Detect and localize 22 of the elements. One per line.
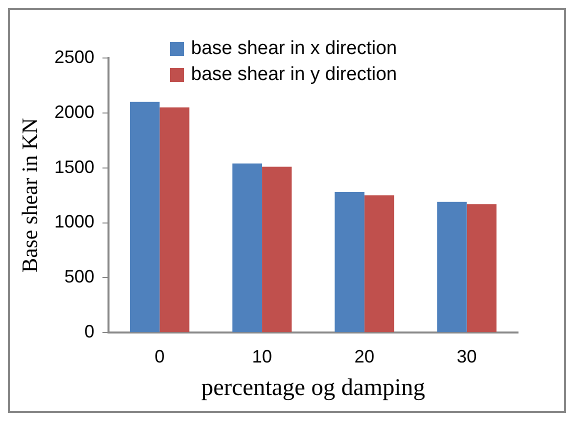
- bar: [437, 202, 467, 332]
- x-axis-title: percentage og damping: [201, 374, 426, 401]
- bar: [160, 107, 190, 332]
- y-tick-label: 2500: [54, 46, 94, 67]
- y-tick-label: 1000: [54, 212, 94, 232]
- x-tick-label: 20: [354, 346, 374, 366]
- y-tick-label: 500: [64, 266, 94, 287]
- y-tick-label: 0: [84, 322, 94, 342]
- bar: [232, 163, 262, 332]
- x-tick-label: 10: [252, 346, 272, 366]
- legend-label: base shear in y direction: [191, 63, 397, 87]
- legend-label: base shear in x direction: [191, 37, 397, 61]
- y-tick-label: 2000: [54, 102, 94, 122]
- bar: [130, 102, 160, 332]
- x-tick-label: 0: [154, 346, 165, 366]
- bar: [466, 204, 496, 332]
- x-tick-label: 30: [456, 346, 477, 366]
- y-axis-title: Base shear in KN: [16, 118, 42, 273]
- y-tick-label: 1500: [54, 156, 94, 177]
- bar: [364, 195, 394, 332]
- bar: [334, 192, 364, 332]
- bar: [262, 166, 292, 332]
